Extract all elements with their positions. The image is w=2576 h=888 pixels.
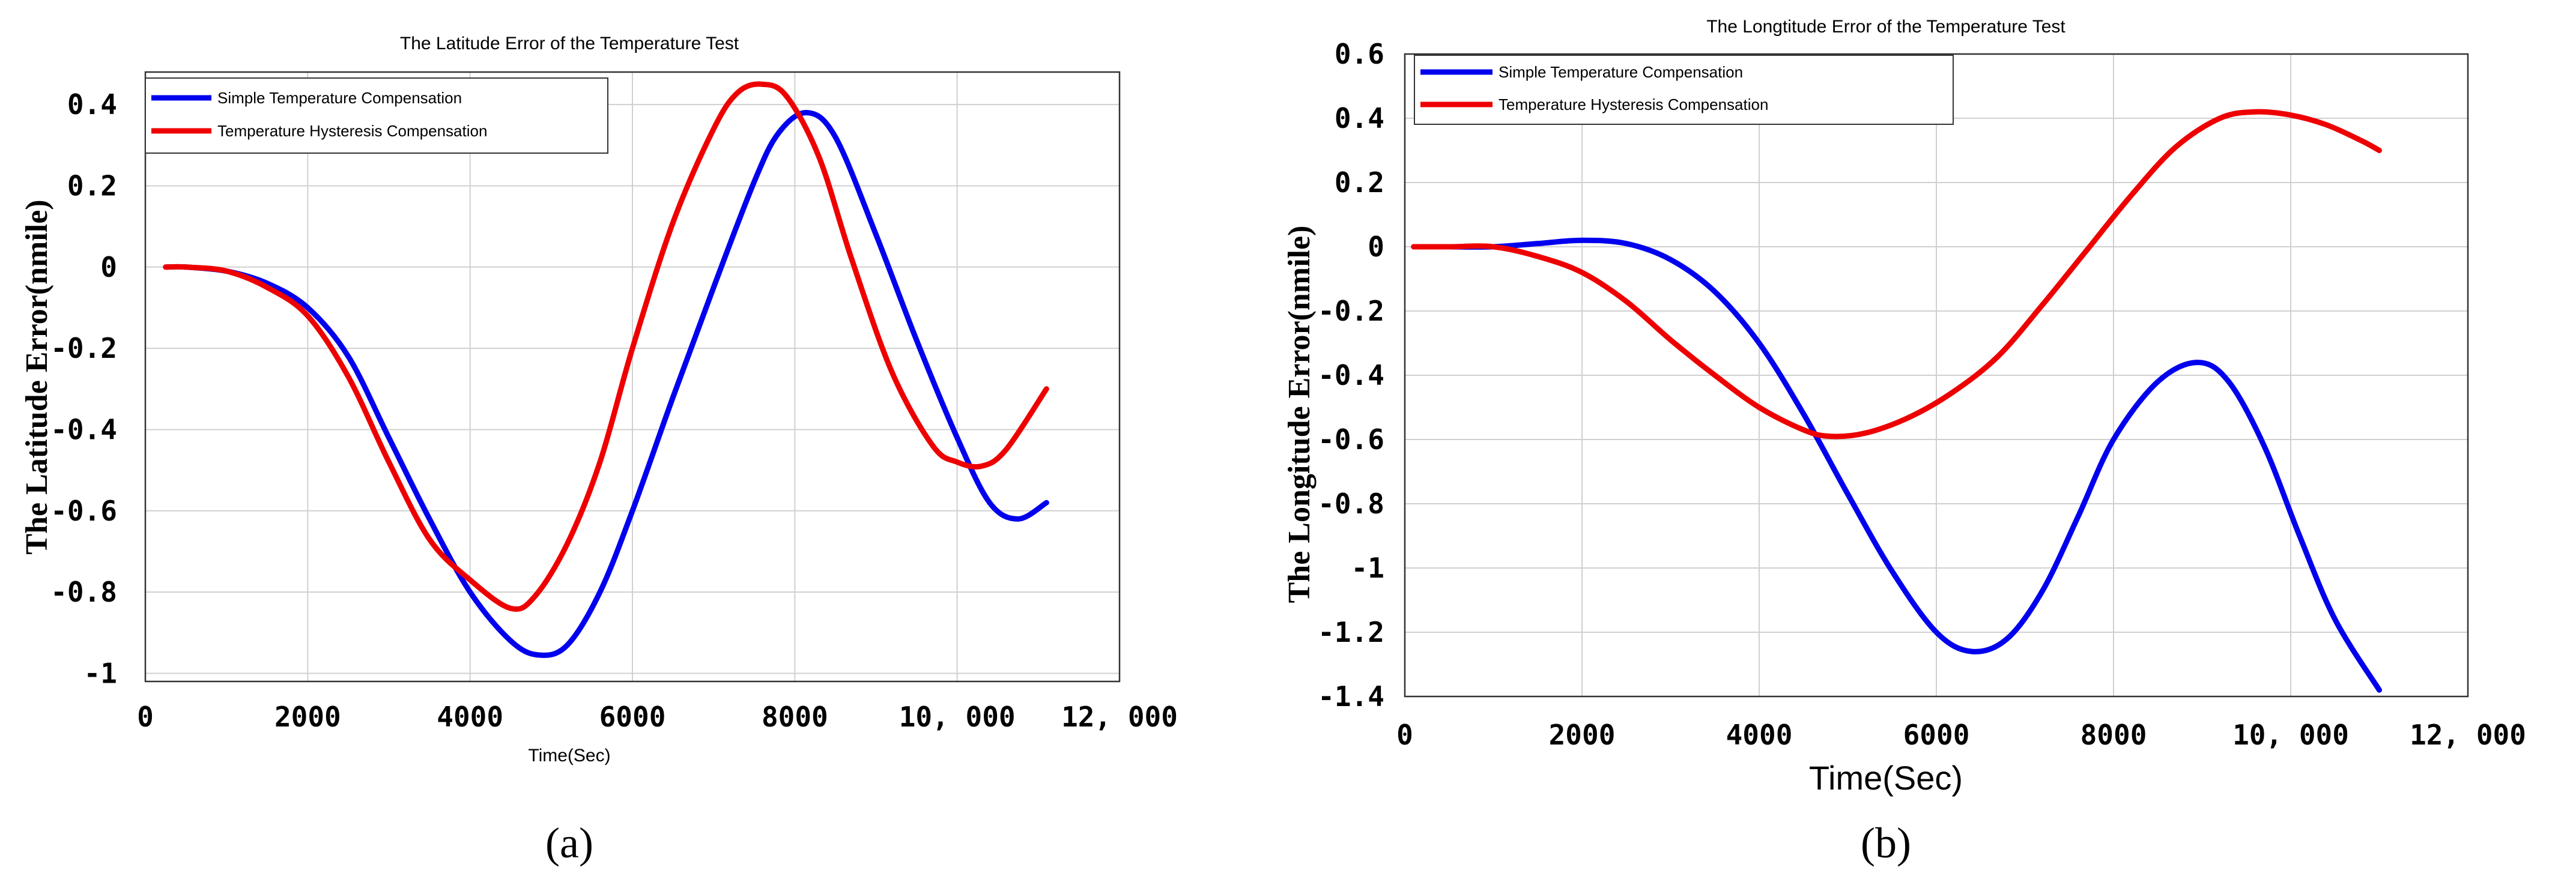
chart-a-caption: (a) [545,819,593,867]
chart-a-x-tick-label: 8000 [762,701,828,733]
chart-b-caption: (b) [1861,819,1911,867]
chart-b-series-line-hysteresis [1411,109,2382,439]
chart-a-y-tick-label: -0.8 [50,576,117,608]
chart-b-legend-label-simple: Simple Temperature Compensation [1499,63,1743,81]
chart-b-x-tick-label: 12, 000 [2410,719,2526,751]
chart-b-legend-box [1414,55,1954,125]
chart-b-y-tick-label: 0.2 [1335,166,1384,199]
chart-a-x-tick-label: 10, 000 [899,701,1016,733]
chart-a-ylabel: The Latitude Error(nmile) [20,199,54,554]
chart-b-y-tick-label: -0.2 [1318,295,1384,327]
chart-b-ylabel: The Longitude Error(nmile) [1282,226,1317,603]
chart-a-y-tick-label: -1 [84,657,117,689]
chart-b-title: The Longtitude Error of the Temperature … [1706,17,2065,37]
chart-a-series [163,81,1049,658]
chart-a-y-ticks: 0.4 0.2 0 -0.2 -0.4 -0.6 -0.8 -1 [50,88,117,689]
chart-b-y-tick-label: 0.6 [1335,38,1384,70]
chart-a-title: The Latitude Error of the Temperature Te… [400,34,739,53]
chart-a-legend-label-simple: Simple Temperature Compensation [217,89,462,107]
chart-a-legend-label-hysteresis: Temperature Hysteresis Compensation [217,122,487,140]
chart-a-y-tick-label: -0.6 [50,495,117,527]
chart-a-x-tick-label: 2000 [274,701,341,733]
chart-a-series-line-simple [163,110,1049,658]
chart-a-y-tick-label: -0.2 [50,332,117,364]
chart-b-x-tick-label: 2000 [1549,719,1616,751]
chart-b-y-tick-label: -1.2 [1318,616,1384,648]
panel-b: The Longtitude Error of the Temperature … [1282,17,2526,867]
chart-b-x-tick-label: 6000 [1903,719,1970,751]
chart-b-series [1411,109,2382,693]
chart-a-y-tick-label: 0.2 [67,169,117,202]
chart-b-y-ticks: 0.6 0.4 0.2 0 -0.2 -0.4 -0.6 -0.8 -1 -1.2 -1.4 [1318,38,1384,713]
chart-b-legend-label-hysteresis: Temperature Hysteresis Compensation [1499,95,1768,113]
chart-b-y-tick-label: 0.4 [1335,102,1384,134]
chart-a-x-ticks: 0 2000 4000 6000 8000 10, 000 12, 000 [137,701,1178,733]
chart-b-plot-area [1404,53,2469,698]
chart-a-legend: Simple Temperature Compensation Temperat… [145,77,608,154]
chart-b-x-tick-label: 0 [1396,719,1413,751]
chart-b-y-tick-label: -0.8 [1318,488,1384,520]
chart-a-x-tick-label: 0 [137,701,154,733]
chart-a-xlabel: Time(Sec) [528,746,610,766]
chart-a-x-tick-label: 12, 000 [1061,701,1178,733]
chart-b-x-tick-label: 8000 [2080,719,2147,751]
chart-b-grid [1405,53,2468,697]
chart-b-x-ticks: 0 2000 4000 6000 8000 10, 000 12, 000 [1396,719,2526,751]
panel-a: The Latitude Error of the Temperature Te… [20,34,1178,867]
chart-b-series-line-simple [1411,237,2382,693]
chart-a-y-tick-label: 0.4 [67,88,117,121]
chart-b-y-tick-label: -1.4 [1318,680,1384,713]
chart-a-legend-box [145,77,608,154]
chart-a-y-tick-label: 0 [100,251,117,283]
chart-b-y-tick-label: 0 [1368,231,1384,263]
chart-b-xlabel: Time(Sec) [1809,759,1963,797]
chart-b-legend: Simple Temperature Compensation Temperat… [1414,55,1954,125]
chart-a-grid [145,72,1120,681]
chart-b-y-tick-label: -0.6 [1318,423,1384,456]
chart-b-y-tick-label: -1 [1351,552,1384,584]
chart-a-plot-area [144,71,1121,683]
chart-b-y-tick-label: -0.4 [1318,359,1384,391]
chart-a-x-tick-label: 6000 [599,701,666,733]
chart-b-x-tick-label: 10, 000 [2232,719,2349,751]
chart-a-y-tick-label: -0.4 [50,413,117,446]
chart-b-x-tick-label: 4000 [1726,719,1793,751]
chart-a-series-line-hysteresis [163,81,1049,612]
chart-a-x-tick-label: 4000 [437,701,503,733]
